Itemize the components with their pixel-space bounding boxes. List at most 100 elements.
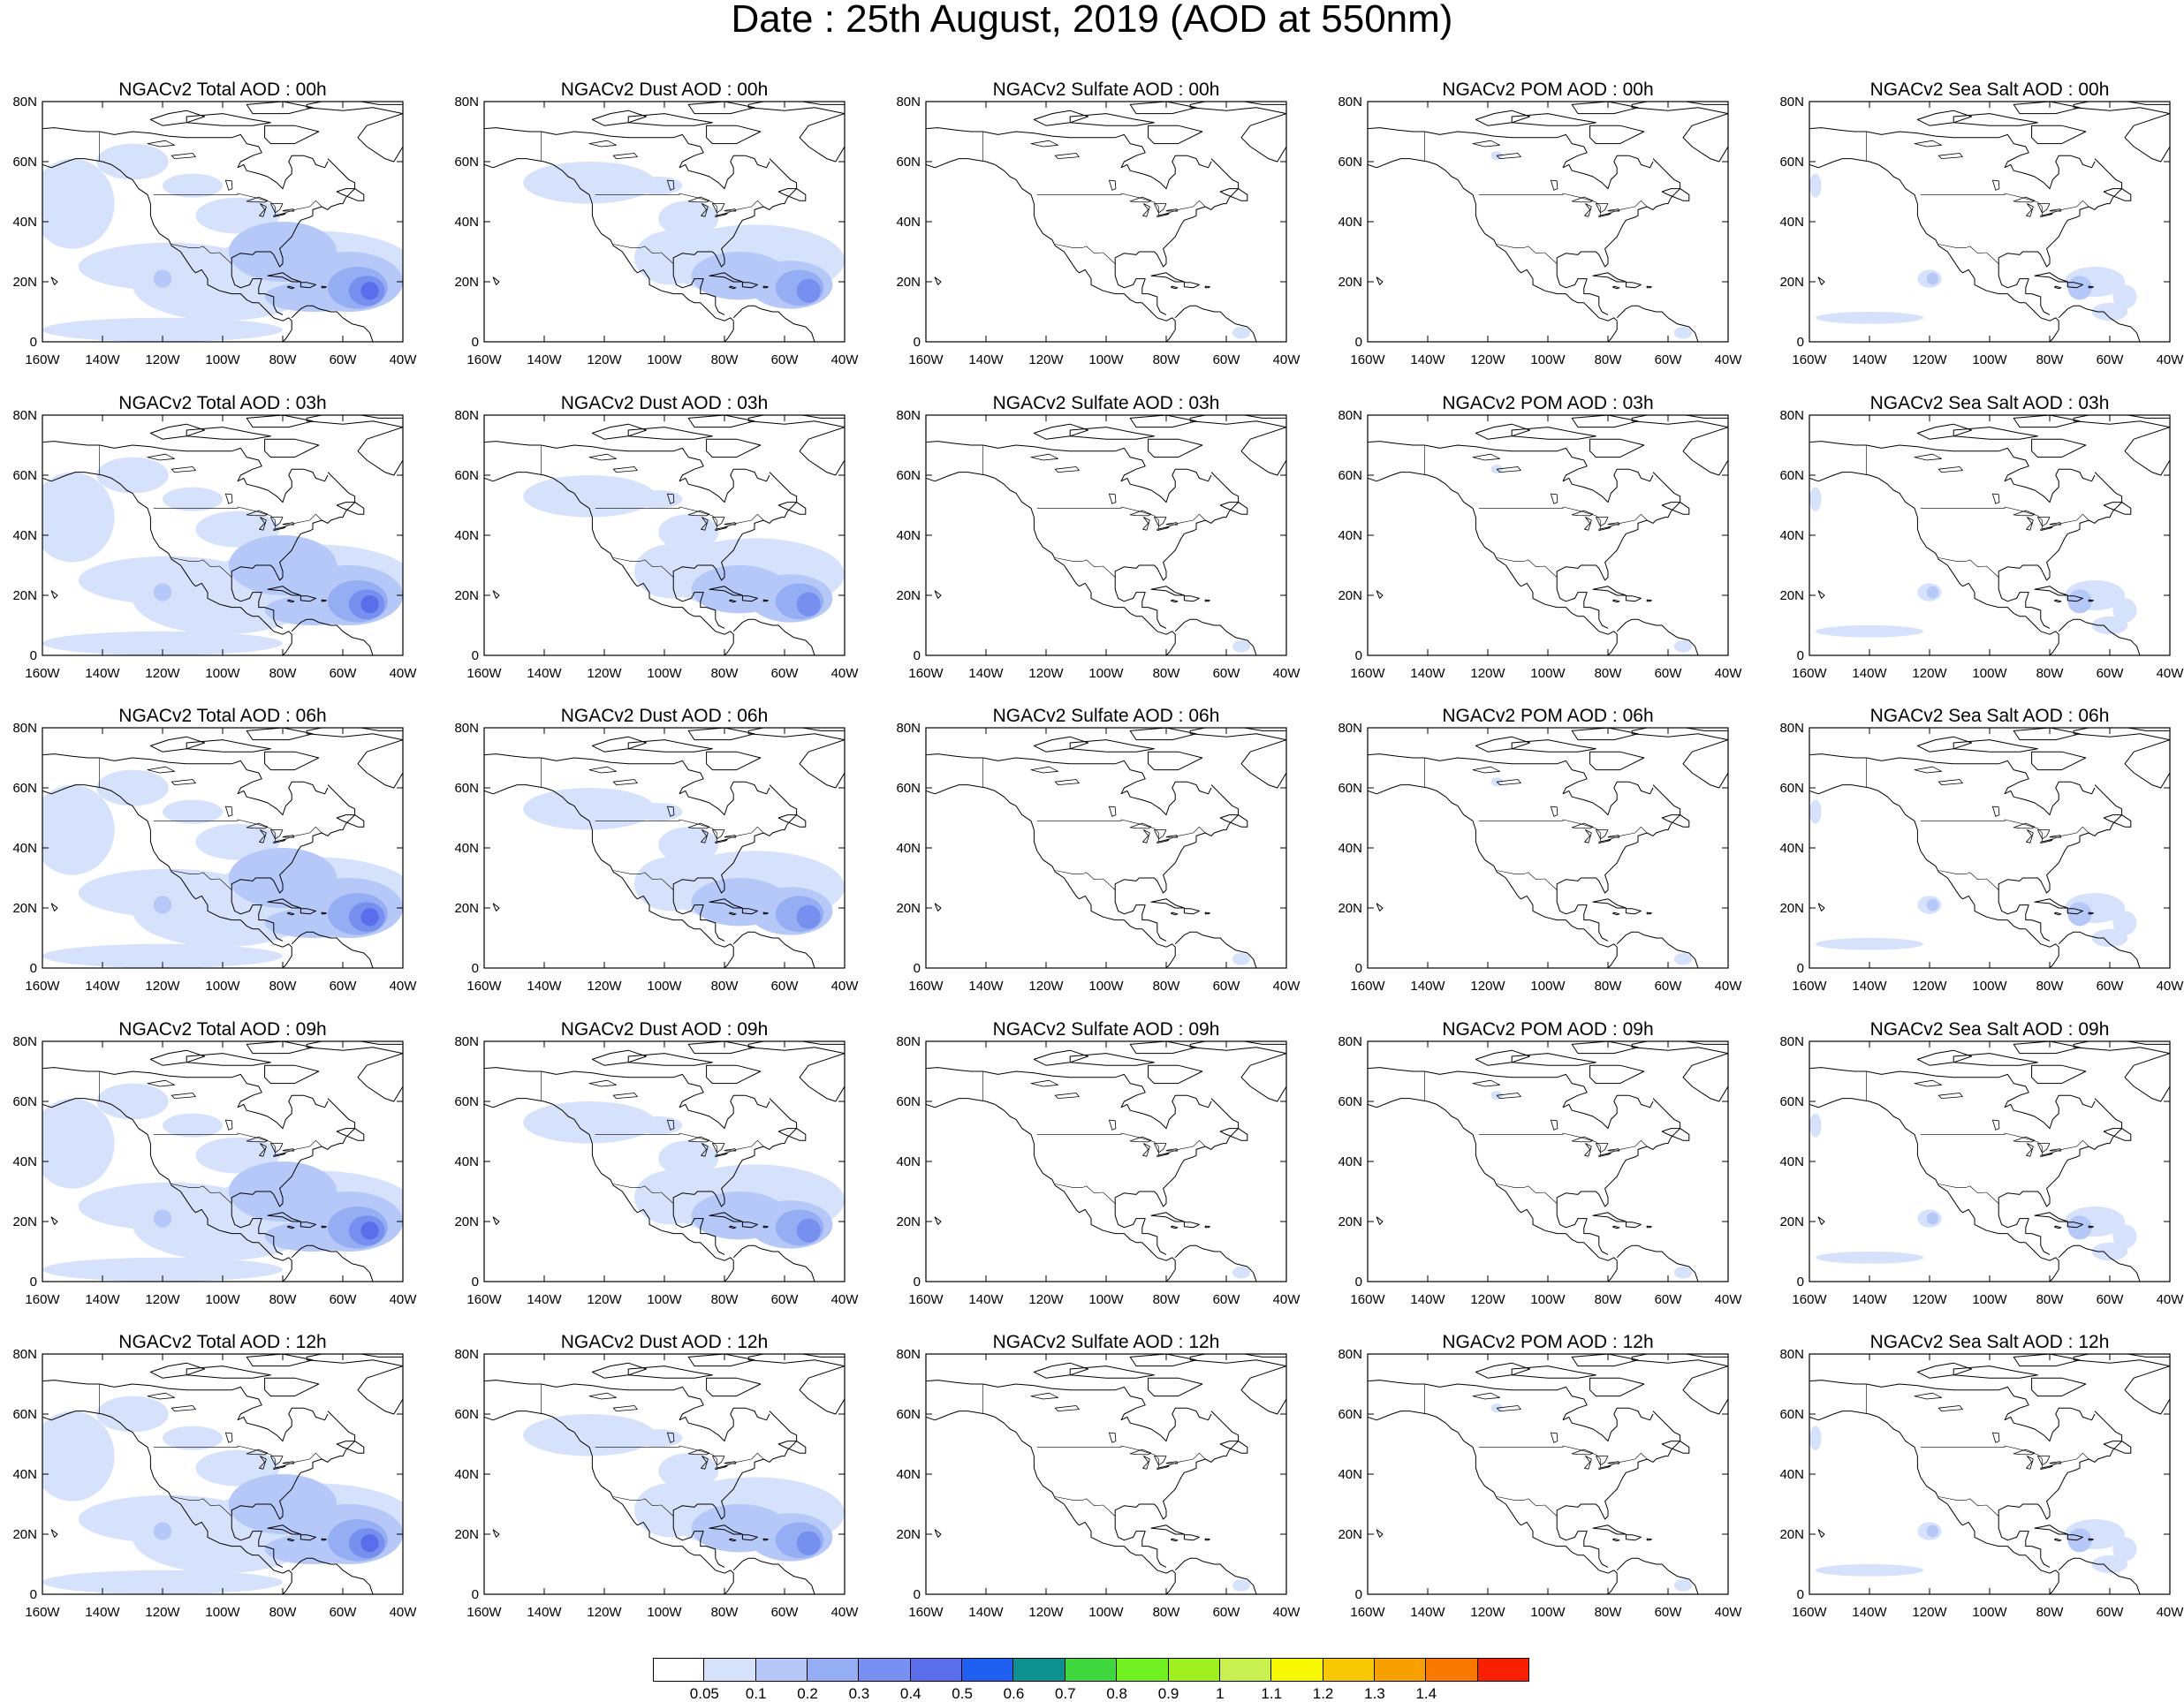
lon-tick-label: 100W	[1088, 1292, 1124, 1307]
lat-tick-label: 20N	[1338, 588, 1362, 603]
lat-tick-label: 80N	[454, 1347, 479, 1362]
lon-tick-label: 120W	[587, 1605, 622, 1620]
panel-title: NGACv2 Sea Salt AOD : 00h	[1869, 79, 2110, 100]
lon-tick-label: 160W	[466, 666, 502, 681]
aod-shading	[1815, 1252, 1924, 1264]
country-borders	[99, 1384, 322, 1517]
lon-tick-label: 140W	[527, 1292, 562, 1307]
lat-tick-label: 60N	[896, 1407, 921, 1422]
lat-tick-label: 80N	[1338, 1347, 1362, 1362]
lon-tick-label: 60W	[1213, 1605, 1241, 1620]
lat-tick-label: 80N	[896, 408, 921, 423]
lat-tick-label: 20N	[454, 1527, 479, 1542]
map-panel-seasalt-row-3: NGACv2 Sea Salt AOD : 09h 80N 60N 40N 20N 0 16…	[1779, 1020, 2184, 1330]
colorbar-label: 0.3	[848, 1685, 870, 1702]
lon-tick-label: 100W	[1972, 1292, 2007, 1307]
aod-shading	[42, 472, 115, 563]
lat-tick-label: 80N	[12, 1347, 37, 1362]
lat-tick-label: 60N	[12, 468, 37, 483]
lat-tick-label: 0	[1797, 648, 1804, 663]
lon-tick-label: 140W	[1852, 666, 1887, 681]
lon-tick-label: 100W	[1972, 979, 2007, 994]
aod-shading	[360, 1222, 379, 1240]
map-panel-sulfate-row-0: NGACv2 Sulfate AOD : 00h 80N 60N 40N 20N 0 160…	[896, 80, 1368, 390]
lat-tick-label: 0	[472, 1275, 479, 1290]
aod-shading	[1673, 1579, 1693, 1592]
lon-tick-label: 160W	[1792, 1292, 1827, 1307]
coastlines	[1809, 102, 2170, 342]
lat-tick-label: 0	[472, 335, 479, 350]
lat-tick-label: 80N	[896, 721, 921, 736]
lon-tick-label: 120W	[1028, 352, 1064, 367]
country-borders	[1424, 445, 1648, 578]
country-borders	[541, 132, 764, 264]
lon-tick-label: 40W	[2157, 979, 2184, 994]
lon-tick-label: 140W	[968, 352, 1004, 367]
lon-tick-label: 80W	[2036, 352, 2065, 367]
map-panel-dust-row-2: NGACv2 Dust AOD : 06h 80N 60N 40N 20N 0 160W 14…	[454, 707, 926, 1017]
lon-tick-label: 40W	[831, 1292, 860, 1307]
lat-tick-label: 40N	[1338, 1467, 1362, 1482]
lon-tick-label: 40W	[390, 1605, 418, 1620]
map-panel-pom-row-4: NGACv2 POM AOD : 12h 80N 60N 40N 20N 0 160W 140…	[1338, 1333, 1809, 1643]
coastlines	[42, 728, 403, 968]
lat-tick-label: 60N	[1779, 155, 1804, 170]
aod-shading	[658, 514, 719, 550]
lat-tick-label: 40N	[1338, 841, 1362, 856]
lon-tick-label: 40W	[2157, 1605, 2184, 1620]
lat-tick-label: 0	[1797, 335, 1804, 350]
panel-title: NGACv2 Sulfate AOD : 06h	[992, 706, 1220, 726]
aod-shading	[153, 1209, 172, 1228]
colorbar-label: 1.4	[1415, 1685, 1437, 1702]
map-panel-total-row-1: NGACv2 Total AOD : 03h 80N 60N 40N 20N 0 160W 1…	[12, 394, 484, 704]
lon-tick-label: 100W	[1088, 1605, 1124, 1620]
aod-shading	[796, 592, 821, 617]
lon-tick-label: 140W	[1852, 352, 1887, 367]
panel-title: NGACv2 Dust AOD : 09h	[560, 1019, 769, 1040]
map-panel-dust-row-0: NGACv2 Dust AOD : 00h 80N 60N 40N 20N 0 160W 14…	[454, 80, 926, 390]
panel-title: NGACv2 Total AOD : 06h	[118, 706, 327, 726]
lat-tick-label: 0	[472, 648, 479, 663]
lon-tick-label: 80W	[1595, 979, 1623, 994]
lon-tick-label: 40W	[390, 979, 418, 994]
colorbar-label: 0.9	[1157, 1685, 1179, 1702]
lat-tick-label: 80N	[896, 1034, 921, 1049]
colorbar: 0.05 0.1 0.2 0.3 0.4 0.5 0.6 0.7 0.8 0.9 1 1.1 1.2 1.…	[653, 1658, 1529, 1701]
lon-tick-label: 160W	[1350, 979, 1385, 994]
lon-tick-label: 40W	[1273, 1605, 1301, 1620]
country-borders	[541, 1071, 764, 1204]
aod-shading	[796, 1531, 821, 1555]
map-panel-dust-row-3: NGACv2 Dust AOD : 09h 80N 60N 40N 20N 0 160W 14…	[454, 1019, 926, 1330]
lon-tick-label: 160W	[1350, 666, 1385, 681]
lon-tick-label: 60W	[2097, 1605, 2125, 1620]
lat-tick-label: 60N	[1338, 155, 1362, 170]
aod-shading	[1673, 1267, 1693, 1279]
lon-tick-label: 80W	[2036, 666, 2065, 681]
aod-shading	[42, 784, 115, 875]
aod-shading	[195, 1449, 280, 1486]
lon-tick-label: 120W	[1028, 666, 1064, 681]
aod-shading	[634, 803, 683, 821]
map-panel-sulfate-row-4: NGACv2 Sulfate AOD : 12h 80N 60N 40N 20N 0 160…	[896, 1333, 1368, 1643]
lon-tick-label: 100W	[647, 352, 682, 367]
aod-shading	[163, 799, 223, 824]
map-canvas: 80N 60N 40N 20N 0 160W 140W 120W 100W 80W 60W 40W	[896, 95, 1301, 367]
aod-shading	[658, 1453, 719, 1489]
aod-shading	[1673, 327, 1693, 339]
lat-tick-label: 0	[472, 961, 479, 976]
map-canvas: 80N 60N 40N 20N 0 160W 140W 120W 100W 80W 60W 40W	[1338, 721, 1742, 994]
lat-tick-label: 0	[1355, 961, 1362, 976]
colorbar-swatch	[755, 1658, 808, 1682]
lon-tick-label: 100W	[1972, 1605, 2007, 1620]
aod-shading	[658, 200, 719, 237]
lon-tick-label: 140W	[1410, 352, 1445, 367]
aod-shading	[96, 457, 169, 494]
aod-shading	[1232, 1579, 1251, 1592]
lon-tick-label: 60W	[2097, 979, 2125, 994]
lon-tick-label: 160W	[466, 1292, 502, 1307]
aod-shading	[1815, 1564, 1924, 1577]
lon-tick-label: 40W	[831, 352, 860, 367]
lat-tick-label: 80N	[12, 408, 37, 423]
aod-shading	[163, 173, 223, 198]
lon-tick-label: 40W	[1715, 1292, 1743, 1307]
